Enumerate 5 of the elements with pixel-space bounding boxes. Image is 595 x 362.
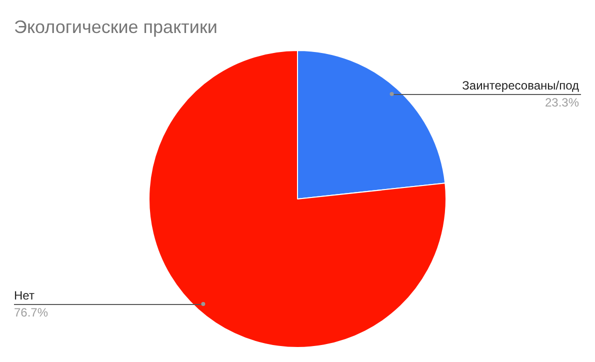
data-label: 76.7% — [14, 305, 48, 320]
slice-label: Заинтересованы/под — [462, 78, 579, 92]
slice-label: Нет — [14, 288, 35, 302]
data-label: 23.3% — [544, 95, 580, 110]
chart-title: Экологические практики — [14, 17, 218, 37]
